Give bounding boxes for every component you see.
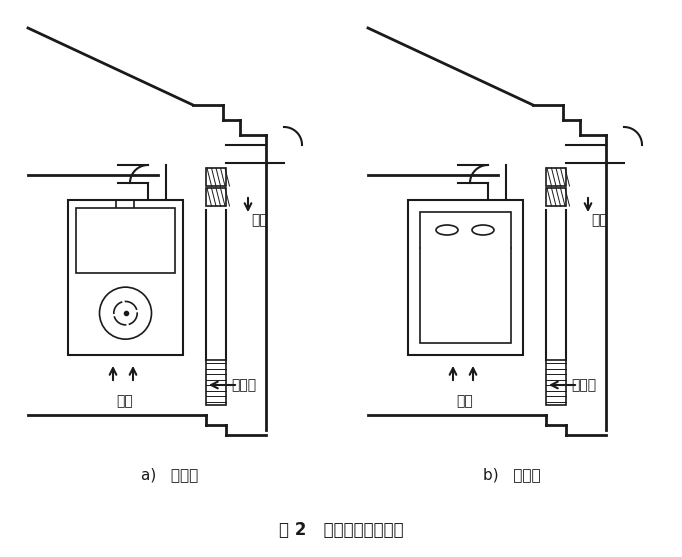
Text: 空气: 空气 [457, 394, 473, 408]
Bar [420, 212, 511, 343]
Text: 进气口: 进气口 [571, 378, 596, 392]
Bar [206, 188, 226, 206]
Bar [68, 200, 183, 355]
Text: 烟气: 烟气 [251, 213, 268, 227]
Bar [546, 360, 566, 405]
Text: b)   引风型: b) 引风型 [483, 467, 541, 482]
Bar [546, 188, 566, 206]
Text: 图 2   室内型强制排气式: 图 2 室内型强制排气式 [279, 521, 403, 539]
Text: a)   鼓风型: a) 鼓风型 [141, 467, 198, 482]
Bar [76, 208, 175, 273]
Bar [206, 168, 226, 186]
Text: 进气口: 进气口 [231, 378, 256, 392]
Text: 烟气: 烟气 [591, 213, 608, 227]
Bar [408, 200, 523, 355]
Bar [546, 168, 566, 186]
Text: 空气: 空气 [117, 394, 134, 408]
Bar [206, 360, 226, 405]
